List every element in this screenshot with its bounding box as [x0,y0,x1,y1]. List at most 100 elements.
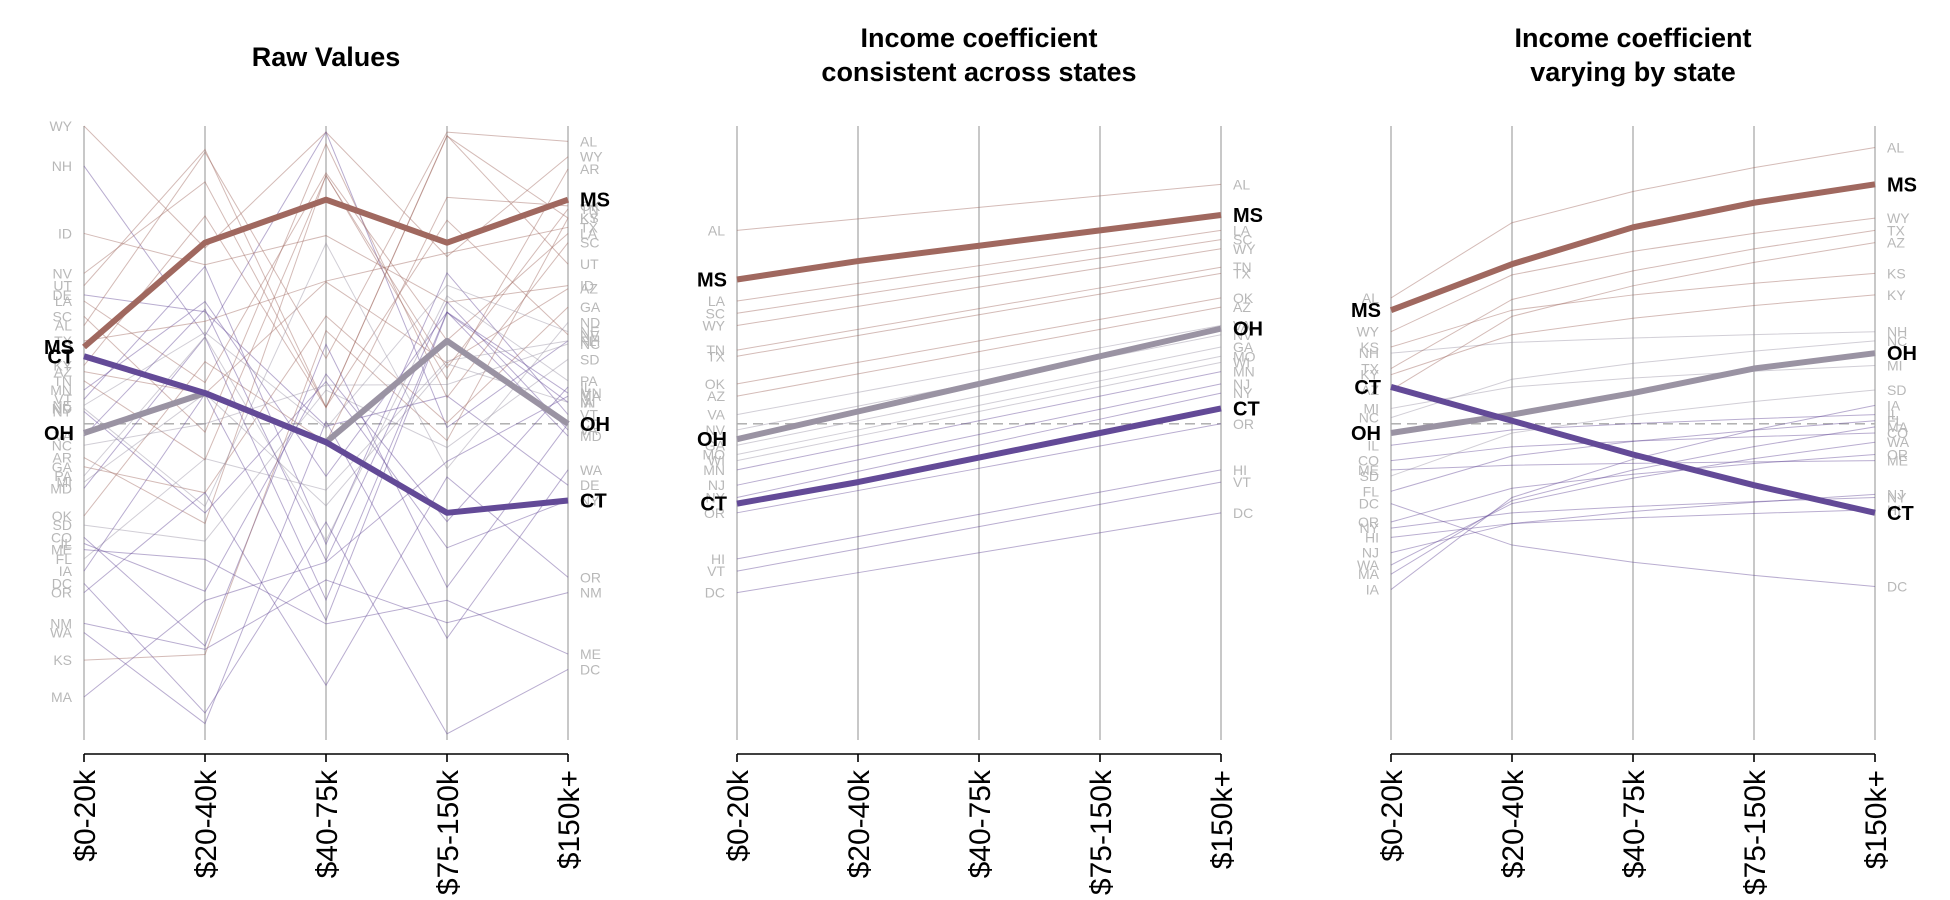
state-label-end: WY [580,149,603,165]
state-label-start: NV [706,422,726,438]
state-label-end: MN [1233,364,1255,380]
state-label-end: MA [1887,419,1909,435]
x-tick-label: $150k+ [1206,770,1239,869]
x-tick-label: $40-75k [1618,769,1651,878]
series-label-start: OH [44,423,74,445]
state-label-start: WY [49,118,72,134]
state-label-start: NC [52,437,72,453]
series-label-start: MS [697,270,727,292]
state-line-nj [736,383,1222,486]
state-label-start: MN [703,462,725,478]
state-line-wy [83,125,569,258]
state-label-start: IL [1367,437,1379,453]
state-label-start: MN [50,382,72,398]
x-tick-label: $0-20k [1376,769,1409,862]
state-label-start: AL [55,318,72,334]
state-label-end: IL [1887,407,1899,423]
state-label-end: OR [1887,446,1908,462]
state-label-end: IL [580,379,592,395]
state-line-me [83,549,569,655]
state-label-end: NC [1887,333,1907,349]
state-label-end: WY [1233,241,1256,257]
state-label-start: DC [1359,496,1379,512]
state-label-start: SD [53,517,72,533]
state-label-end: VA [1233,318,1251,334]
state-label-end: ND [580,314,600,330]
state-label-end: KS [580,210,599,226]
state-label-start: TX [707,348,726,364]
series-label-start: OH [1351,423,1381,445]
state-line-id [83,232,569,303]
x-tick-label: $40-75k [964,769,997,878]
state-label-end: PA [580,373,598,389]
state-line-ny [736,392,1222,498]
state-label-end: OR [580,569,601,585]
series-label-start: CT [700,494,727,516]
x-tick-label: $150k+ [1860,770,1893,869]
state-label-start: DE [53,287,72,303]
series-line-oh [1390,350,1876,436]
state-label-start: AL [1362,290,1379,306]
state-line-az [736,306,1222,397]
state-label-end: DC [1233,505,1253,521]
state-line-mi [1390,364,1876,409]
state-label-start: NJ [1362,545,1379,561]
state-label-start: KY [53,357,72,373]
state-label-end: OK [1233,290,1254,306]
state-line-mi [83,363,569,507]
state-line-mn [83,300,569,478]
state-line-wa [1390,441,1876,566]
state-label-end: MD [580,428,602,444]
series-line-ms [736,212,1222,283]
series-line-ct [736,405,1222,507]
state-label-end: NH [580,333,600,349]
state-label-end: LA [1233,222,1251,238]
state-label-start: WY [702,318,725,334]
state-label-start: SC [53,308,72,324]
state-label-start: MO [702,446,725,462]
state-label-start: MA [1358,566,1380,582]
state-line-me [1390,460,1876,471]
state-line-ut [83,134,569,409]
series-label-start: CT [47,346,74,368]
state-label-end: CO [1887,425,1908,441]
state-label-end: WA [580,462,603,478]
state-line-wa [83,420,569,725]
state-label-end: GA [580,299,601,315]
state-label-start: ME [51,542,72,558]
state-label-end: DC [1887,579,1907,595]
state-label-start: DC [52,575,72,591]
x-tick-label: $0-20k [722,769,755,862]
x-tick-label: $20-40k [190,769,223,878]
state-label-end: NY [1233,385,1253,401]
state-label-end: AR [580,161,599,177]
state-label-start: ND [52,400,72,416]
state-label-start: NH [52,158,72,174]
series-line-ms [1389,181,1876,314]
state-label-end: MA [580,388,602,404]
state-label-start: NV [53,265,73,281]
state-label-end: NH [1887,324,1907,340]
state-line-va [736,325,1222,416]
state-label-end: NM [580,585,602,601]
x-tick-label: $150k+ [553,770,586,869]
series-label-start: MS [44,337,74,359]
state-label-start: NY [1360,520,1380,536]
state-line-nd [83,242,569,508]
state-label-start: VT [707,563,725,579]
state-line-sc [736,239,1222,314]
x-tick-label: $0-20k [69,769,102,862]
state-label-start: AZ [707,388,725,404]
x-tick-label: $20-40k [1497,769,1530,878]
x-tick-label: $75-150k [1085,769,1118,895]
state-line-or [736,423,1222,514]
state-line-hi [1390,509,1876,538]
state-label-start: IA [1366,582,1380,598]
state-label-end: FL [580,333,597,349]
state-label-start: NM [50,615,72,631]
state-line-ma [1390,426,1876,575]
state-label-end: ME [580,646,601,662]
state-label-end: AZ [580,281,598,297]
state-label-end: UT [580,256,599,272]
state-line-dc [736,512,1222,594]
